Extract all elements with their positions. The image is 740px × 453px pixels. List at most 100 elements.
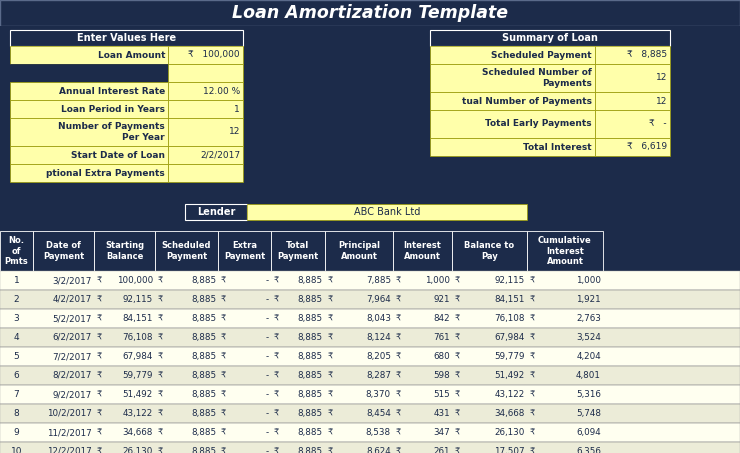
Text: Summary of Loan: Summary of Loan [502,33,598,43]
Text: ₹: ₹ [274,352,280,361]
Text: 8,885: 8,885 [191,352,216,361]
Text: ₹: ₹ [158,352,164,361]
Bar [527,231,603,271]
Text: ₹: ₹ [455,352,460,361]
Text: 4/2/2017: 4/2/2017 [53,295,92,304]
Bar [10,82,168,100]
Bar [430,30,670,46]
Text: ₹: ₹ [221,352,226,361]
Text: 8,885: 8,885 [298,314,323,323]
Text: 3,524: 3,524 [576,333,601,342]
Text: ₹: ₹ [396,352,401,361]
Text: ₹: ₹ [530,333,535,342]
Bar [0,271,740,290]
Bar [185,204,247,220]
Text: Cumulative
Interest
Amount: Cumulative Interest Amount [538,236,592,266]
Text: 8,538: 8,538 [366,428,391,437]
Text: 9: 9 [13,428,19,437]
Text: 2,763: 2,763 [576,314,601,323]
Bar [430,138,595,156]
Bar [247,204,527,220]
Text: 84,151: 84,151 [494,295,525,304]
Text: ₹: ₹ [455,390,460,399]
Text: ₹: ₹ [274,276,280,285]
Text: ₹: ₹ [158,409,164,418]
Text: ₹: ₹ [274,428,280,437]
Bar [0,231,740,271]
Text: 8,885: 8,885 [298,333,323,342]
Text: ₹   8,885: ₹ 8,885 [627,50,667,59]
Text: 4: 4 [13,333,19,342]
Text: 1,000: 1,000 [576,276,601,285]
Text: 431: 431 [434,409,450,418]
Text: ₹: ₹ [396,371,401,380]
Text: 76,108: 76,108 [123,333,153,342]
Text: 8/2/2017: 8/2/2017 [53,371,92,380]
Text: ₹: ₹ [221,371,226,380]
Text: ₹: ₹ [530,409,535,418]
Text: ₹: ₹ [396,333,401,342]
Text: ₹: ₹ [158,371,164,380]
Bar [595,138,670,156]
Text: ₹: ₹ [221,390,226,399]
Bar [430,110,595,138]
Text: 8,885: 8,885 [191,447,216,453]
Bar [0,442,740,453]
Text: -: - [266,352,269,361]
Text: ₹: ₹ [455,295,460,304]
Text: 43,122: 43,122 [495,390,525,399]
Text: 26,130: 26,130 [123,447,153,453]
Text: ₹: ₹ [274,333,280,342]
Text: ₹: ₹ [328,295,334,304]
Text: 1: 1 [13,276,19,285]
Text: 6,094: 6,094 [576,428,601,437]
Text: ₹: ₹ [455,276,460,285]
Text: 7: 7 [13,390,19,399]
Text: -: - [266,314,269,323]
Text: ₹: ₹ [274,295,280,304]
Text: 100,000: 100,000 [117,276,153,285]
Bar [168,118,243,146]
Text: 6: 6 [13,371,19,380]
Bar [168,100,243,118]
Text: 92,115: 92,115 [123,295,153,304]
Bar [10,46,168,64]
Text: ₹: ₹ [274,390,280,399]
Text: ₹: ₹ [158,428,164,437]
Text: ₹: ₹ [455,428,460,437]
Bar [325,231,393,271]
Text: Start Date of Loan: Start Date of Loan [71,150,165,159]
Text: -: - [266,428,269,437]
Text: 8,885: 8,885 [298,295,323,304]
Text: 51,492: 51,492 [123,390,153,399]
Bar [595,64,670,92]
Text: 8,454: 8,454 [366,409,391,418]
Text: 67,984: 67,984 [123,352,153,361]
Text: 8: 8 [13,409,19,418]
Text: ₹: ₹ [530,352,535,361]
Text: -: - [266,447,269,453]
Text: 51,492: 51,492 [495,371,525,380]
Bar [94,231,155,271]
Text: ptional Extra Payments: ptional Extra Payments [46,169,165,178]
Text: ₹: ₹ [221,333,226,342]
Bar [0,347,740,366]
Text: Balance to
Pay: Balance to Pay [465,241,514,260]
Text: ₹: ₹ [530,276,535,285]
Bar [10,64,168,82]
Text: ₹: ₹ [396,447,401,453]
Text: ₹: ₹ [274,447,280,453]
Text: 1,000: 1,000 [425,276,450,285]
Text: 8,885: 8,885 [191,390,216,399]
Text: 26,130: 26,130 [494,428,525,437]
Text: 10/2/2017: 10/2/2017 [47,409,92,418]
Bar [595,92,670,110]
Text: 12: 12 [229,127,240,136]
Text: 3/2/2017: 3/2/2017 [53,276,92,285]
Text: ₹: ₹ [221,409,226,418]
Bar [0,423,740,442]
Bar [595,46,670,64]
Text: ₹: ₹ [328,352,334,361]
Text: ₹: ₹ [97,352,102,361]
Text: 8,205: 8,205 [366,352,391,361]
